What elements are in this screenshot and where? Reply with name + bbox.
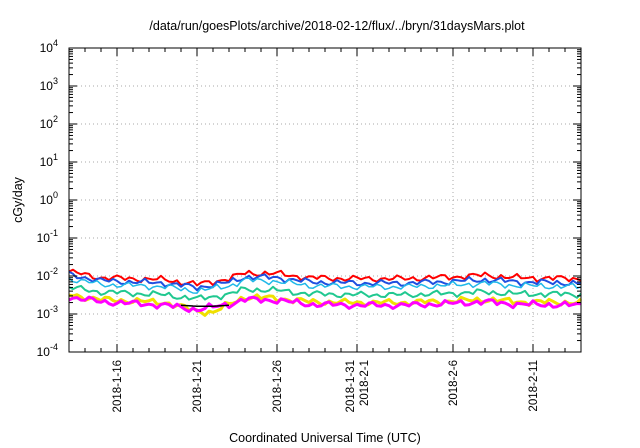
y-tick-label: 100 bbox=[40, 190, 58, 207]
x-tick-label: 2018-1-31 bbox=[345, 360, 357, 412]
y-tick-label: 10-2 bbox=[37, 266, 58, 283]
y-tick-label: 102 bbox=[40, 114, 58, 131]
x-tick-label: 2018-2-11 bbox=[528, 360, 540, 412]
series-line bbox=[68, 268, 582, 287]
grid-lines bbox=[69, 48, 581, 352]
y-tick-labels: 10-4 10-3 10-2 10-1 100 101 102 103 104 bbox=[37, 38, 58, 359]
y-tick-label: 101 bbox=[40, 152, 58, 169]
series-line bbox=[68, 295, 582, 313]
x-tick-label: 2018-2-6 bbox=[448, 360, 460, 406]
chart-title: /data/run/goesPlots/archive/2018-02-12/f… bbox=[149, 19, 525, 33]
y-tick-label: 10-4 bbox=[37, 342, 58, 359]
series-line bbox=[68, 277, 582, 294]
series-lines bbox=[68, 268, 583, 317]
x-tick-label: 2018-1-16 bbox=[112, 360, 124, 412]
y-tick-label: 103 bbox=[40, 76, 58, 93]
series-line bbox=[68, 270, 582, 292]
y-tick-label: 10-3 bbox=[37, 304, 58, 321]
series-line bbox=[68, 284, 582, 301]
axis-ticks bbox=[69, 47, 581, 353]
y-tick-label: 104 bbox=[40, 38, 58, 55]
x-tick-label: 2018-1-21 bbox=[192, 360, 204, 412]
x-tick-label: 2018-1-26 bbox=[272, 360, 284, 412]
x-tick-label: 2018-2-1 bbox=[359, 360, 371, 406]
y-axis-label: cGy/day bbox=[11, 176, 25, 223]
x-tick-labels: 2018-1-16 2018-1-21 2018-1-26 2018-1-31 2018… bbox=[112, 360, 540, 412]
series-line bbox=[180, 304, 230, 307]
y-tick-label: 10-1 bbox=[37, 228, 58, 245]
x-axis-label: Coordinated Universal Time (UTC) bbox=[229, 431, 421, 445]
